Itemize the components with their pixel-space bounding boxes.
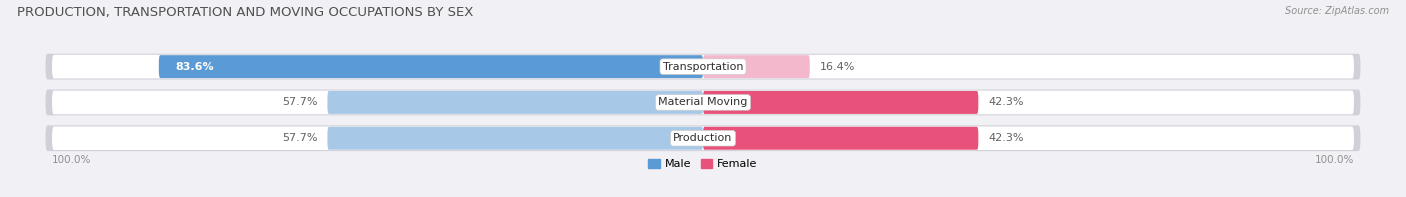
FancyBboxPatch shape [45, 90, 1361, 115]
Text: 100.0%: 100.0% [1315, 155, 1354, 165]
Text: Material Moving: Material Moving [658, 98, 748, 107]
Text: Transportation: Transportation [662, 62, 744, 72]
Legend: Male, Female: Male, Female [647, 158, 759, 170]
Text: 42.3%: 42.3% [988, 133, 1024, 143]
FancyBboxPatch shape [45, 54, 1361, 80]
FancyBboxPatch shape [52, 55, 1354, 78]
FancyBboxPatch shape [703, 55, 810, 78]
Text: 100.0%: 100.0% [52, 155, 91, 165]
Text: 83.6%: 83.6% [176, 62, 214, 72]
Text: 42.3%: 42.3% [988, 98, 1024, 107]
Text: 57.7%: 57.7% [283, 133, 318, 143]
FancyBboxPatch shape [703, 127, 979, 150]
FancyBboxPatch shape [52, 91, 1354, 114]
FancyBboxPatch shape [328, 91, 703, 114]
FancyBboxPatch shape [328, 127, 703, 150]
FancyBboxPatch shape [703, 91, 979, 114]
FancyBboxPatch shape [159, 55, 703, 78]
FancyBboxPatch shape [45, 125, 1361, 151]
FancyBboxPatch shape [52, 126, 1354, 150]
Text: Production: Production [673, 133, 733, 143]
Text: PRODUCTION, TRANSPORTATION AND MOVING OCCUPATIONS BY SEX: PRODUCTION, TRANSPORTATION AND MOVING OC… [17, 6, 474, 19]
Text: 16.4%: 16.4% [820, 62, 855, 72]
Text: 57.7%: 57.7% [283, 98, 318, 107]
Text: Source: ZipAtlas.com: Source: ZipAtlas.com [1285, 6, 1389, 16]
